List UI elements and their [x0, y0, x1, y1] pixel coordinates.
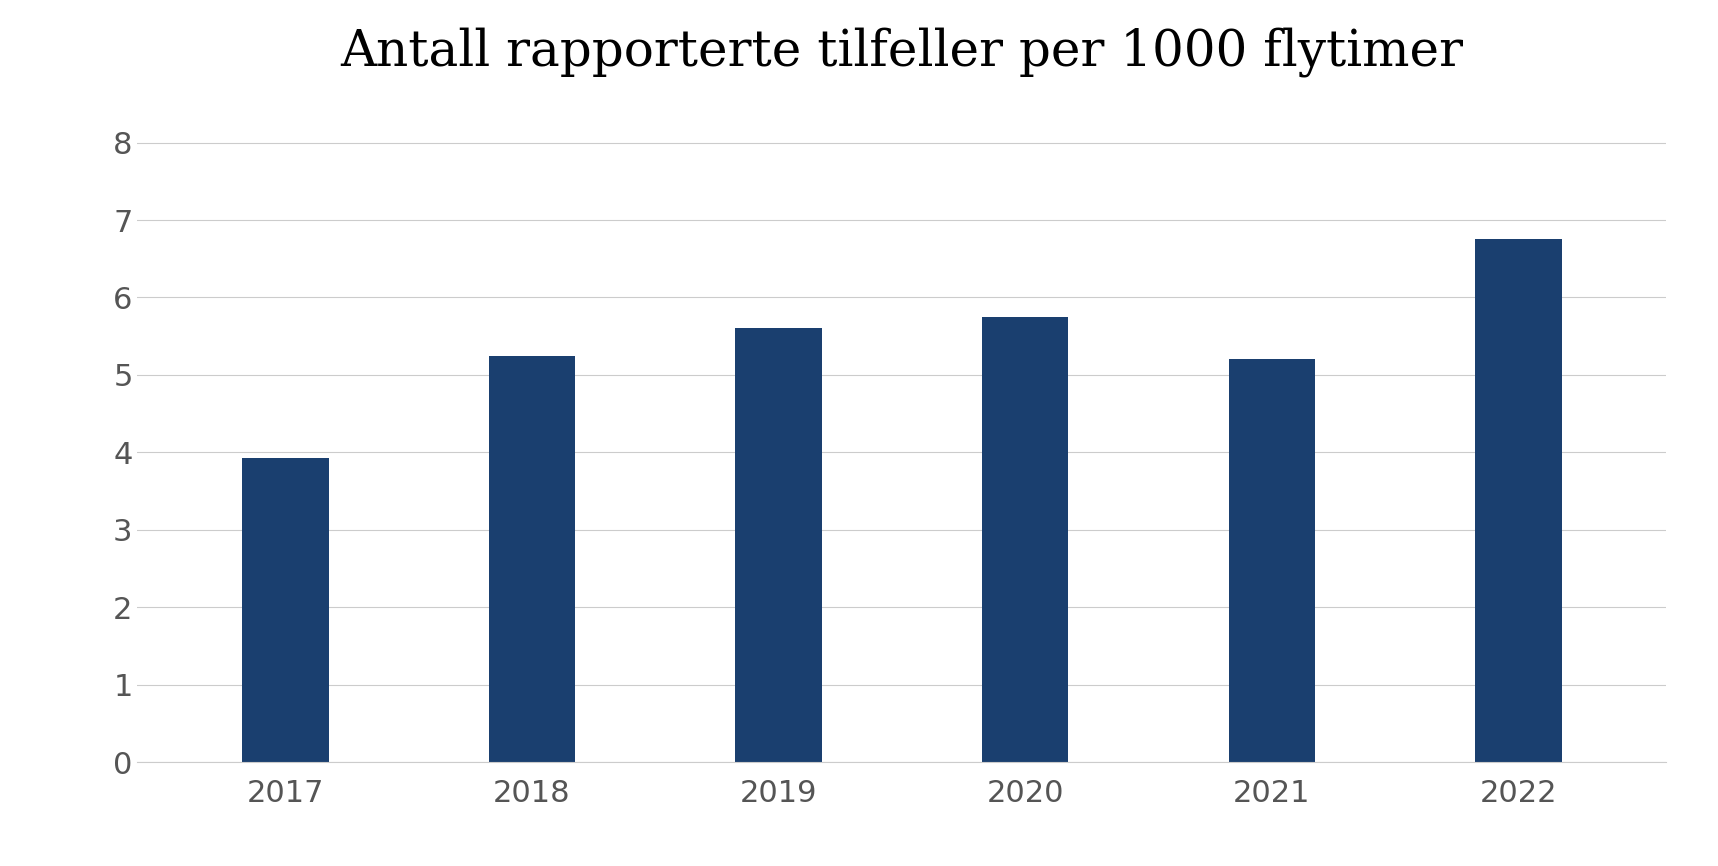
- Title: Antall rapporterte tilfeller per 1000 flytimer: Antall rapporterte tilfeller per 1000 fl…: [340, 27, 1464, 76]
- Bar: [983, 317, 1069, 762]
- Bar: [490, 356, 576, 762]
- Bar: [1228, 359, 1314, 762]
- Bar: [242, 458, 328, 762]
- Bar: [1476, 239, 1562, 762]
- Bar: [735, 328, 821, 762]
